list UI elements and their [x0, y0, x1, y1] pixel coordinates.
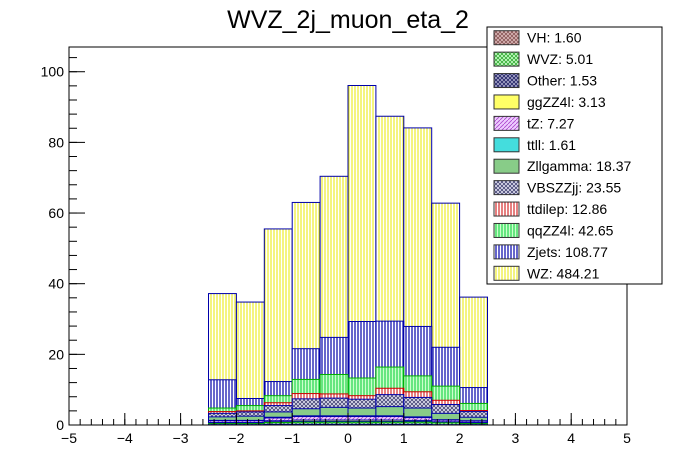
legend-swatch-ggzz4l: [493, 94, 520, 110]
chart-title: WVZ_2j_muon_eta_2: [227, 6, 469, 34]
axes: −5 −4 −3 −2 −1 0 1 2 3 4 5 0 20 40 60 80 100: [41, 46, 631, 446]
x-tick-label: 1: [400, 430, 408, 446]
y-tick-label: 40: [48, 276, 64, 292]
legend-label-ttll: ttll: 1.61: [527, 137, 576, 153]
y-tick-label: 60: [48, 205, 64, 221]
x-tick-label: 2: [456, 430, 464, 446]
legend-label-zjets: Zjets: 108.77: [527, 244, 608, 260]
x-tick-label: 0: [344, 430, 352, 446]
legend-swatch-tz: [493, 115, 520, 131]
y-tick-label: 100: [41, 64, 65, 80]
x-tick-label: 5: [623, 430, 631, 446]
x-tick-label: −4: [117, 430, 133, 446]
legend-swatch-ttdilep: [493, 201, 520, 217]
histogram-bars: [208, 85, 489, 426]
legend-box: [486, 26, 663, 285]
x-tick-label: −3: [173, 430, 189, 446]
legend-label-vbszzjj: VBSZZjj: 23.55: [527, 180, 621, 196]
y-tick-label: 80: [48, 134, 64, 150]
legend-swatch-wz: [493, 265, 520, 281]
legend-swatch-qqzz4l: [493, 222, 520, 238]
legend-label-ttdilep: ttdilep: 12.86: [527, 201, 607, 217]
legend-label-zllgamma: Zllgamma: 18.37: [527, 158, 631, 174]
legend-swatch-zjets: [493, 244, 520, 260]
legend-label-wvz: WVZ: 5.01: [527, 51, 593, 67]
legend: VH: 1.60 WVZ: 5.01 Other: 1.53 ggZZ4l: 3.13…: [486, 26, 663, 285]
x-tick-label: −5: [61, 430, 77, 446]
legend-label-other: Other: 1.53: [527, 73, 597, 89]
legend-label-wz: WZ: 484.21: [527, 265, 600, 281]
legend-label-vh: VH: 1.60: [527, 30, 582, 46]
legend-swatch-wvz: [493, 51, 520, 67]
x-tick-label: 3: [512, 430, 520, 446]
x-tick-label: −2: [228, 430, 244, 446]
legend-label-qqzz4l: qqZZ4l: 42.65: [527, 222, 614, 238]
legend-swatch-zllgamma: [493, 158, 520, 174]
x-tick-label: 4: [567, 430, 575, 446]
legend-swatch-vh: [493, 30, 520, 46]
legend-swatch-other: [493, 73, 520, 89]
legend-swatch-ttll: [493, 137, 520, 153]
x-tick-label: −1: [284, 430, 300, 446]
legend-swatch-vbszzjj: [493, 180, 520, 196]
legend-label-tz: tZ: 7.27: [527, 115, 575, 131]
legend-label-ggzz4l: ggZZ4l: 3.13: [527, 94, 606, 110]
y-tick-label: 0: [56, 417, 64, 433]
y-tick-label: 20: [48, 346, 64, 362]
